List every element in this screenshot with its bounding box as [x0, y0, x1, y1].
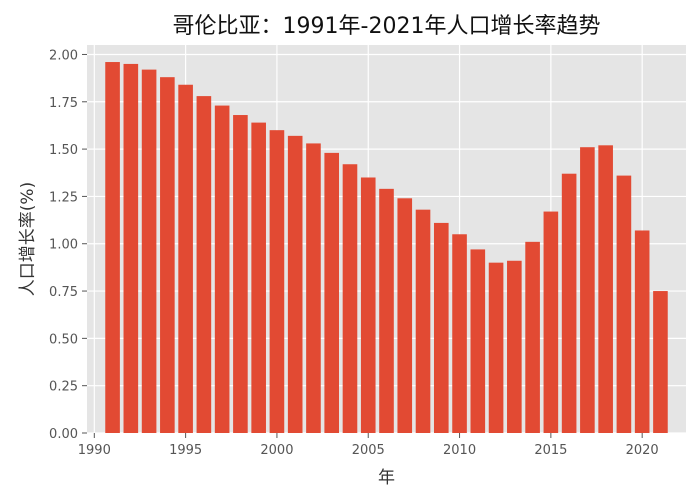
x-tick-label: 1995 — [169, 443, 202, 458]
bar-2004 — [342, 164, 358, 434]
bar-1995 — [178, 84, 193, 433]
bar-2002 — [306, 143, 321, 434]
bar-1992 — [123, 63, 139, 434]
x-tick-label: 2010 — [443, 443, 476, 458]
bar-1991 — [105, 62, 120, 433]
bar-2007 — [397, 198, 413, 433]
bar-2020 — [634, 230, 650, 433]
x-tick-label: 1990 — [78, 443, 111, 458]
bar-2021 — [653, 291, 668, 433]
x-axis-ticks: 1990 1995 2000 2005 2010 2015 2020 — [78, 433, 659, 458]
bar-2009 — [433, 222, 449, 433]
bar-2015 — [543, 211, 559, 433]
x-tick-label: 2020 — [626, 443, 659, 458]
y-tick-label: 1.50 — [49, 143, 78, 158]
y-axis-ticks: 0.00 0.25 0.50 0.75 1.00 1.25 1.50 1.75 2.00 — [49, 48, 87, 442]
y-tick-label: 0.00 — [49, 427, 78, 442]
y-tick-label: 0.75 — [49, 285, 78, 300]
bar-2016 — [561, 173, 577, 433]
bar-1993 — [141, 69, 157, 433]
bar-2005 — [360, 177, 376, 433]
bars — [105, 62, 668, 434]
bar-1997 — [214, 105, 230, 433]
bar-2019 — [616, 175, 632, 433]
bar-2008 — [415, 209, 431, 433]
bar-2018 — [598, 145, 613, 433]
y-tick-label: 1.75 — [49, 96, 78, 111]
y-tick-label: 2.00 — [49, 48, 78, 63]
chart-title: 哥伦比亚：1991年-2021年人口增长率趋势 — [173, 14, 601, 39]
x-tick-label: 2015 — [534, 443, 567, 458]
bar-1998 — [233, 115, 248, 433]
y-tick-label: 0.50 — [49, 332, 78, 347]
y-tick-label: 0.25 — [49, 380, 78, 395]
y-tick-label: 1.25 — [49, 190, 78, 205]
bar-2012 — [488, 262, 504, 433]
x-axis-title: 年 — [378, 468, 395, 488]
bar-2006 — [379, 188, 394, 433]
x-tick-label: 2000 — [260, 443, 293, 458]
bar-2010 — [452, 234, 467, 433]
x-tick-label: 2005 — [352, 443, 385, 458]
bar-2011 — [470, 249, 486, 433]
bar-2001 — [287, 135, 303, 433]
bar-2003 — [324, 152, 340, 433]
bar-2014 — [525, 241, 540, 433]
bar-2000 — [269, 130, 285, 434]
bar-2013 — [507, 260, 522, 433]
bar-1996 — [196, 96, 212, 433]
y-tick-label: 1.00 — [49, 238, 78, 253]
bar-1994 — [160, 77, 175, 434]
y-axis-title: 人口增长率(%) — [18, 182, 38, 296]
bar-1999 — [251, 122, 266, 433]
bar-2017 — [580, 147, 595, 433]
